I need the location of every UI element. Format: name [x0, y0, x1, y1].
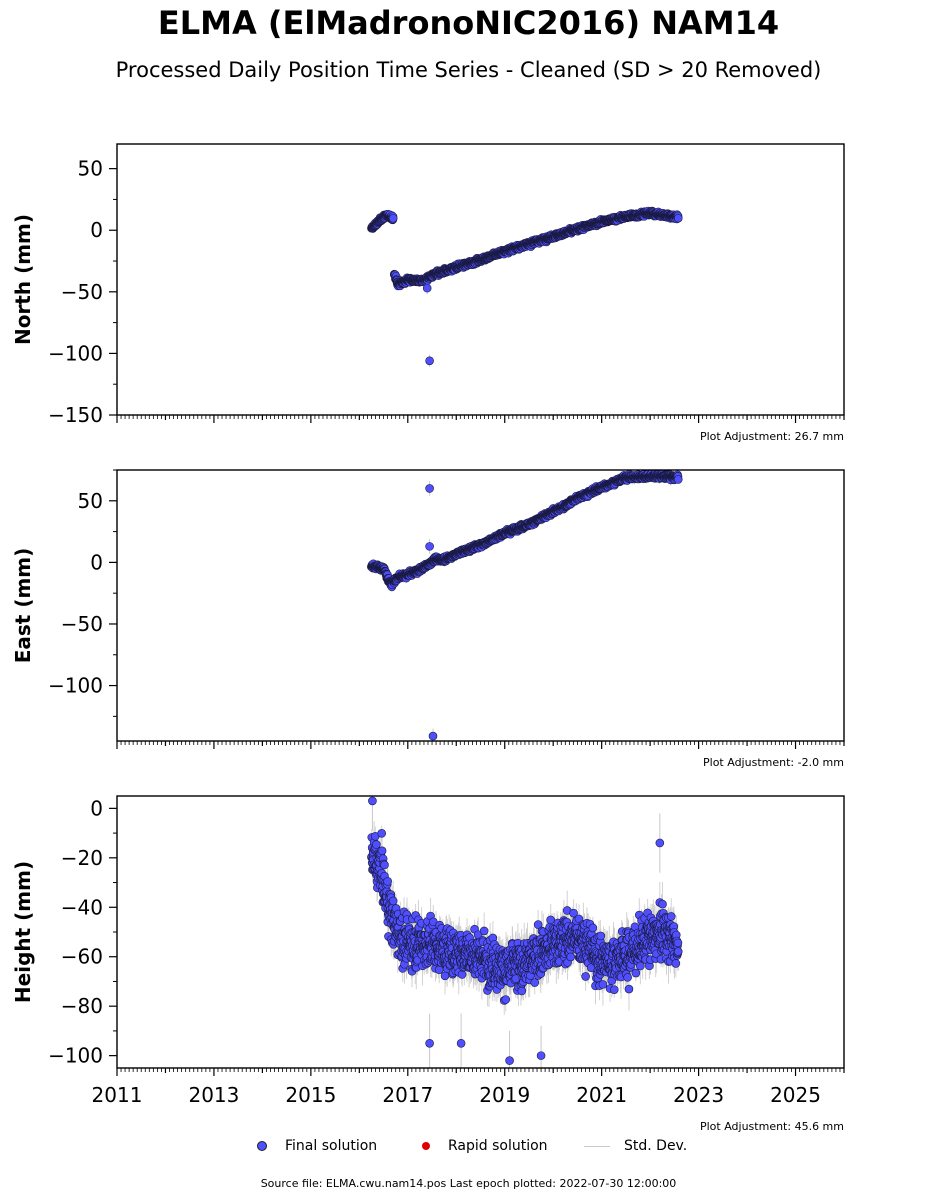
- outlier-point: [425, 356, 434, 366]
- final-solution-points: [367, 206, 683, 366]
- final-solution-point: [388, 213, 398, 223]
- y-tick-label: 0: [90, 550, 103, 574]
- final-solution-points: [367, 470, 683, 741]
- panel-east: 50 0 −50 −100 East (mm): [11, 469, 845, 749]
- panel-north: 50 0 −50 −100 −150 North (mm): [11, 143, 845, 427]
- y-tick-label: −100: [48, 674, 103, 698]
- y-tick-label: −100: [48, 341, 103, 365]
- y-tick-label: −150: [48, 403, 103, 427]
- y-tick-label: −50: [61, 612, 103, 636]
- y-axis-label: East (mm): [11, 548, 35, 664]
- final-solution-point: [673, 213, 683, 223]
- std-dev-bars: [370, 207, 679, 367]
- chart-title: ELMA (ElMadronoNIC2016) NAM14: [157, 4, 780, 42]
- plot-frame: [116, 143, 845, 416]
- y-tick-label: 50: [78, 157, 103, 181]
- std-dev-bars: [370, 470, 679, 741]
- y-tick-label: 0: [90, 218, 103, 242]
- y-tick-label: 50: [78, 489, 103, 513]
- y-axis-label: North (mm): [11, 214, 35, 345]
- y-tick-label: −50: [61, 280, 103, 304]
- data-layer: [367, 206, 683, 367]
- data-layer: [367, 470, 683, 741]
- chart-subtitle: Processed Daily Position Time Series - C…: [115, 58, 822, 82]
- outlier-point: [422, 283, 432, 293]
